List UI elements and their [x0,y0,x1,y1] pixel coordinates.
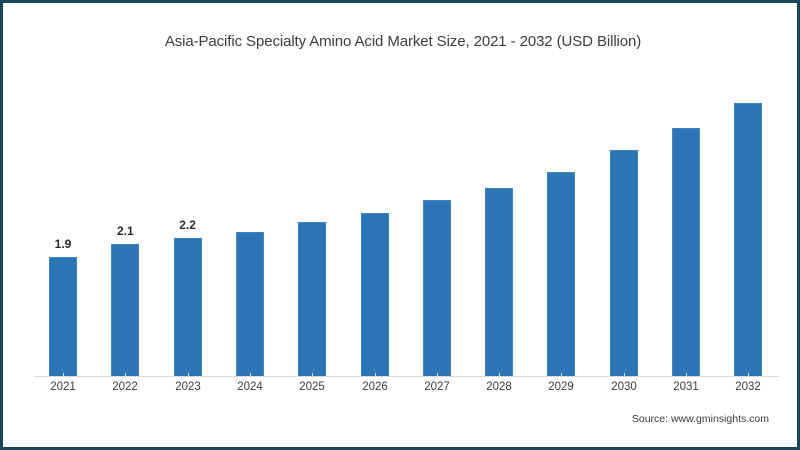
x-axis-label: 2030 [611,381,637,393]
chart-title: Asia-Pacific Specialty Amino Acid Market… [164,33,642,50]
bar-group [298,75,327,376]
bar[interactable] [298,222,327,376]
bar[interactable] [173,238,202,376]
x-axis-label: 2021 [50,381,76,393]
bar[interactable] [49,257,77,376]
x-axis-label: 2023 [175,381,201,393]
x-axis-labels: 2021 2022 2023 2024 2025 2026 2027 2028 2029 2030… [23,381,783,401]
x-axis-tick [624,373,625,377]
bar[interactable] [422,200,451,376]
bar-value-label: 2.2 [179,218,196,232]
bar-group: 1.9 [49,75,77,376]
x-axis-tick [499,373,500,377]
bar-group [235,75,264,376]
x-axis-tick [561,373,562,377]
plot-area: 1.9 2.1 2.2 [23,73,783,378]
x-axis-tick [250,373,251,377]
bar-group [485,75,514,376]
bar-group: 2.1 [111,75,140,376]
bar[interactable] [111,244,140,376]
x-axis-tick [375,373,376,377]
bar[interactable] [360,213,389,376]
bar-group [609,75,638,376]
x-axis-label: 2028 [486,381,512,393]
bar[interactable] [485,188,514,376]
x-axis-tick [125,373,126,377]
bar[interactable] [672,128,700,376]
bar-group [360,75,389,376]
x-axis-label: 2032 [735,381,761,393]
x-axis-tick [312,373,313,377]
source-note: Source: www.gminsights.com [631,413,769,425]
x-axis-tick [437,373,438,377]
bar-group [734,75,763,376]
x-axis-label: 2022 [112,381,138,393]
x-axis-tick [748,373,749,377]
x-axis-line [35,376,779,377]
bar-group: 2.2 [173,75,202,376]
bar[interactable] [235,232,264,376]
bar[interactable] [547,172,576,376]
x-axis-label: 2027 [424,381,450,393]
bar-group [547,75,576,376]
bar[interactable] [609,150,638,376]
bar-group [672,75,700,376]
x-axis-tick [686,373,687,377]
bar-group [422,75,451,376]
x-axis-tick [188,373,189,377]
x-axis-tick [63,373,64,377]
x-axis-label: 2024 [237,381,263,393]
bar-value-label: 1.9 [54,237,72,251]
x-axis-label: 2031 [673,381,699,393]
bar-value-label: 2.1 [116,224,134,238]
x-axis-label: 2029 [548,381,574,393]
x-axis-label: 2026 [362,381,388,393]
bar[interactable] [734,103,763,376]
x-axis-label: 2025 [299,381,325,393]
